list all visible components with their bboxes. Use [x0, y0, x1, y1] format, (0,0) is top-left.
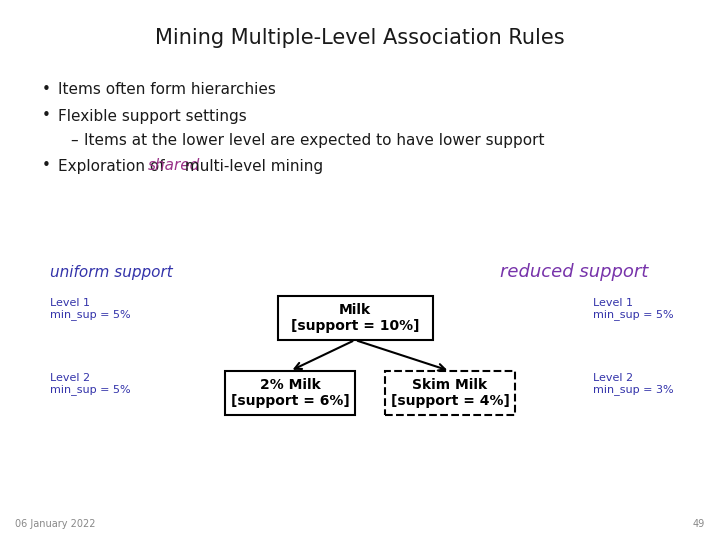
- FancyBboxPatch shape: [277, 296, 433, 340]
- Text: 49: 49: [693, 519, 705, 529]
- Text: Exploration of: Exploration of: [58, 159, 169, 173]
- Text: multi-level mining: multi-level mining: [180, 159, 323, 173]
- Text: Level 1: Level 1: [50, 298, 90, 308]
- Text: •: •: [42, 159, 51, 173]
- Text: Level 2: Level 2: [50, 373, 90, 383]
- Text: Items often form hierarchies: Items often form hierarchies: [58, 83, 276, 98]
- Text: Milk: Milk: [339, 303, 371, 317]
- Text: min_sup = 5%: min_sup = 5%: [50, 309, 130, 320]
- Text: Level 1: Level 1: [593, 298, 633, 308]
- Text: Items at the lower level are expected to have lower support: Items at the lower level are expected to…: [84, 132, 544, 147]
- Text: 2% Milk: 2% Milk: [260, 378, 320, 392]
- Text: [support = 10%]: [support = 10%]: [291, 319, 419, 333]
- Text: Mining Multiple-Level Association Rules: Mining Multiple-Level Association Rules: [156, 28, 564, 48]
- Text: min_sup = 5%: min_sup = 5%: [593, 309, 674, 320]
- Text: •: •: [42, 109, 51, 124]
- Text: •: •: [42, 83, 51, 98]
- Text: Flexible support settings: Flexible support settings: [58, 109, 247, 124]
- Text: reduced support: reduced support: [500, 263, 648, 281]
- Text: –: –: [70, 132, 78, 147]
- Text: shared: shared: [148, 159, 200, 173]
- Text: Level 2: Level 2: [593, 373, 633, 383]
- Text: min_sup = 3%: min_sup = 3%: [593, 384, 674, 395]
- Text: [support = 6%]: [support = 6%]: [230, 394, 349, 408]
- FancyBboxPatch shape: [225, 371, 355, 415]
- Text: [support = 4%]: [support = 4%]: [390, 394, 510, 408]
- Text: uniform support: uniform support: [50, 265, 173, 280]
- Text: Skim Milk: Skim Milk: [413, 378, 487, 392]
- Text: min_sup = 5%: min_sup = 5%: [50, 384, 130, 395]
- Text: 06 January 2022: 06 January 2022: [15, 519, 96, 529]
- FancyBboxPatch shape: [385, 371, 515, 415]
